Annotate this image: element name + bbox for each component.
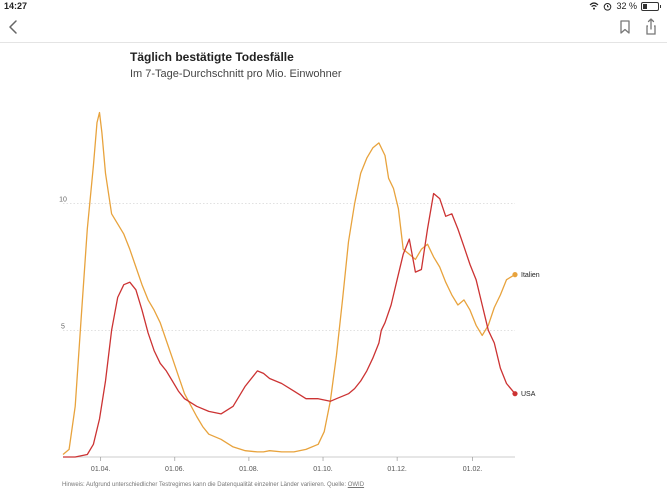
status-time: 14:27	[4, 1, 28, 11]
chart-subtitle: Im 7-Tage-Durchschnitt pro Mio. Einwohne…	[130, 68, 342, 80]
battery-fill	[643, 3, 647, 9]
nav-bar	[0, 13, 667, 43]
bookmark-icon[interactable]	[616, 17, 634, 37]
y-tick-label: 10	[59, 197, 67, 204]
series-label-italien: Italien	[521, 272, 540, 279]
chart-title: Täglich bestätigte Todesfälle	[130, 50, 294, 64]
label-layer: 5 10 01.04. 01.06. 01.08. 01.10. 01.12. 01.02. I…	[59, 197, 540, 473]
series-end-marker-italien	[512, 272, 518, 278]
series-layer	[62, 111, 518, 458]
series-label-usa: USA	[521, 391, 536, 398]
y-tick-label: 5	[61, 323, 65, 330]
share-icon[interactable]	[642, 17, 660, 37]
grid-layer	[63, 203, 515, 461]
x-tick-label: 01.08.	[239, 466, 259, 473]
chevron-left-icon[interactable]	[4, 17, 24, 37]
series-end-marker-usa	[512, 391, 518, 397]
status-icons: 32 %	[589, 1, 661, 11]
source-link[interactable]: OWID	[347, 482, 365, 488]
battery-cap	[660, 4, 661, 8]
battery-percent: 32 %	[616, 1, 637, 11]
x-tick-label: 01.12.	[387, 466, 407, 473]
x-tick-label: 01.02.	[463, 466, 483, 473]
alarm-icon	[604, 2, 612, 11]
footnote: Hinweis: Aufgrund unterschiedlicher Test…	[62, 482, 364, 488]
status-bar: 14:27 32 %	[0, 0, 667, 13]
series-line-italien	[62, 111, 516, 455]
x-tick-label: 01.04.	[91, 466, 111, 473]
x-tick-label: 01.10.	[313, 466, 333, 473]
series-line-usa	[63, 192, 516, 458]
battery-icon	[641, 1, 659, 11]
x-tick-label: 01.06.	[165, 466, 185, 473]
wifi-icon	[590, 2, 599, 10]
footnote-text: Hinweis: Aufgrund unterschiedlicher Test…	[62, 482, 348, 488]
